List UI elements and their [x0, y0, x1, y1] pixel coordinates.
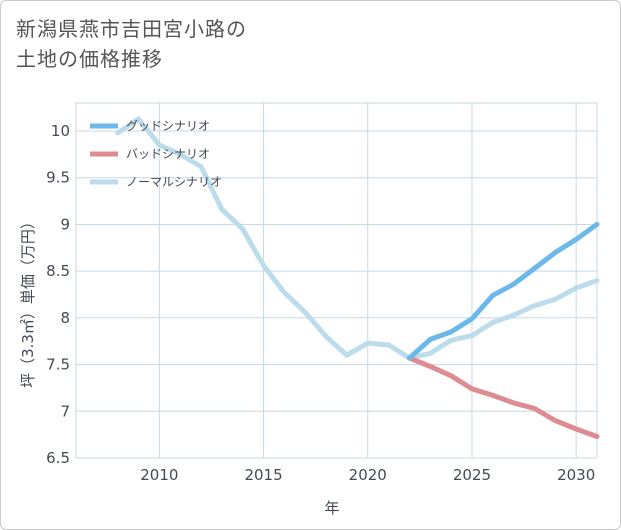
- y-tick-label: 9.5: [46, 169, 70, 187]
- series-line-0: [406, 221, 600, 361]
- y-tick-label: 9: [60, 215, 70, 233]
- y-tick-label: 6.5: [46, 449, 70, 467]
- y-tick-label: 7.5: [46, 356, 70, 374]
- grid: [75, 102, 598, 459]
- series-line-2: [115, 116, 600, 361]
- series-line-1: [406, 355, 600, 439]
- x-tick-label: 2015: [244, 466, 282, 484]
- y-axis-label: 坪（3.3㎡）単価（万円）: [19, 214, 37, 388]
- x-tick-label: 2025: [453, 466, 491, 484]
- y-tick-label: 8.5: [46, 262, 70, 280]
- y-tick-label: 8: [60, 309, 70, 327]
- y-tick-label: 10: [51, 122, 70, 140]
- legend-label-2: ノーマルシナリオ: [126, 175, 222, 189]
- x-axis-label: 年: [324, 499, 339, 517]
- legend-label-0: グッドシナリオ: [126, 119, 210, 133]
- tick-labels: 2010 2015 2020 2025 2030 6.5 7 7.5 8 8.5 9 9.5 10: [46, 122, 595, 484]
- x-tick-label: 2020: [349, 466, 387, 484]
- chart-title: 新潟県燕市吉田宮小路の 土地の価格推移: [16, 14, 247, 74]
- legend-label-1: バッドシナリオ: [126, 147, 210, 161]
- title-line-2: 土地の価格推移: [16, 47, 163, 71]
- y-tick-label: 7: [60, 402, 70, 420]
- series-lines: [115, 116, 600, 439]
- title-line-1: 新潟県燕市吉田宮小路の: [16, 17, 247, 41]
- x-tick-label: 2030: [557, 466, 595, 484]
- x-tick-label: 2010: [140, 466, 178, 484]
